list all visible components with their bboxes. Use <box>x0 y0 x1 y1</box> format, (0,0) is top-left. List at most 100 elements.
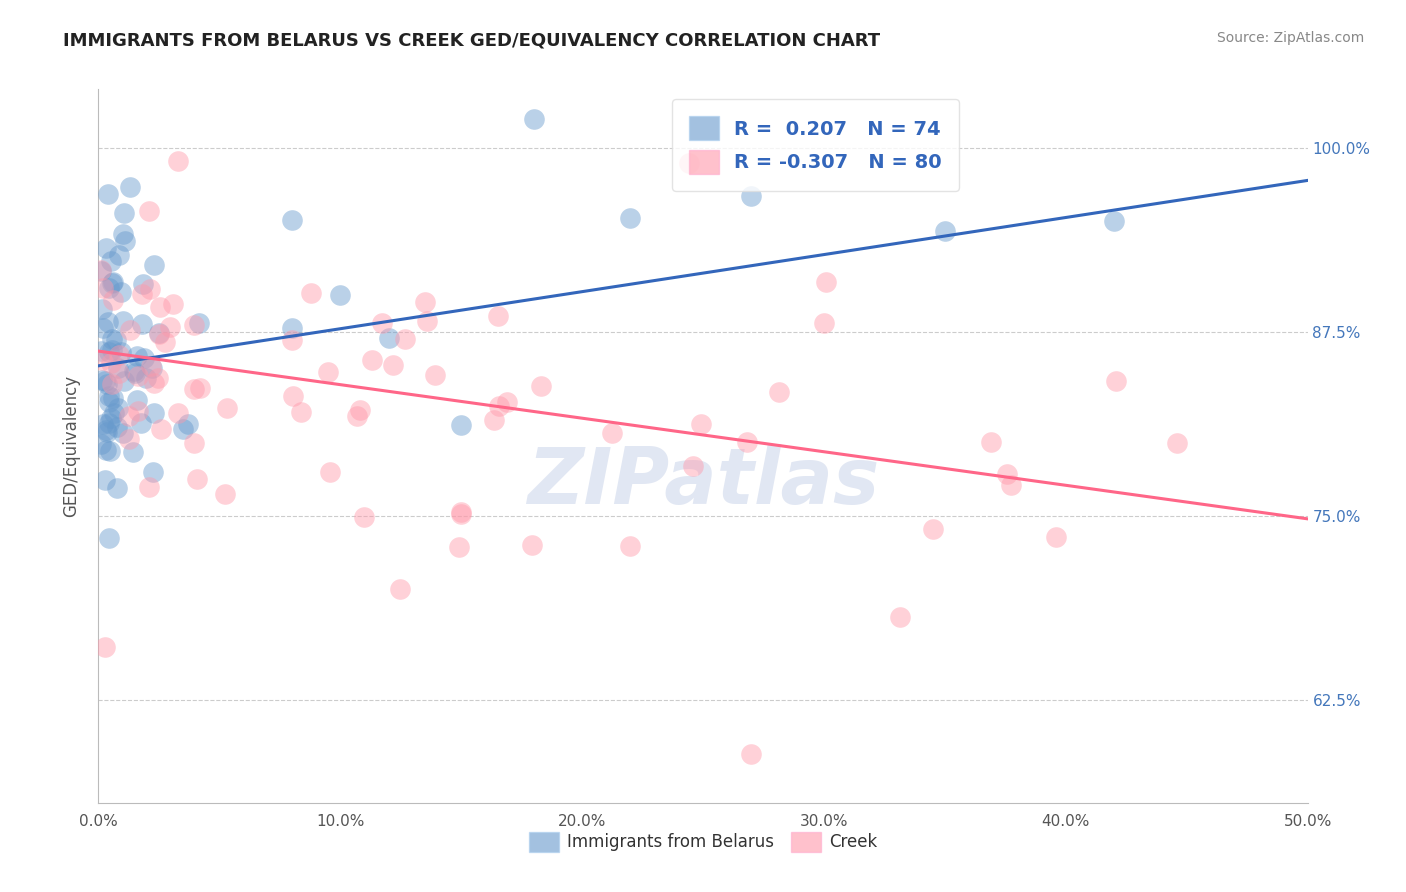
Point <box>146 370 169 384</box>
Point <box>361 352 384 367</box>
Point <box>423 368 446 382</box>
Point <box>108 366 131 380</box>
Point <box>108 348 131 362</box>
Point <box>496 394 519 409</box>
Point <box>142 376 165 391</box>
Point <box>388 582 411 597</box>
Point <box>127 392 149 407</box>
Point <box>98 531 121 545</box>
Point <box>159 320 181 334</box>
Point <box>281 333 304 347</box>
Point <box>149 300 172 314</box>
Point <box>91 280 114 294</box>
Point <box>349 403 371 417</box>
Point <box>131 287 153 301</box>
Point <box>94 241 117 255</box>
Point <box>215 401 238 416</box>
Point <box>529 379 551 393</box>
Point <box>1166 435 1188 450</box>
Point <box>98 444 121 458</box>
Point <box>450 505 472 519</box>
Point <box>139 359 162 374</box>
Point <box>281 213 304 227</box>
Point <box>101 343 124 357</box>
Point <box>183 318 205 332</box>
Point <box>120 323 142 337</box>
Point <box>299 286 322 301</box>
Point <box>450 508 472 522</box>
Point <box>281 320 304 334</box>
Point <box>93 417 115 431</box>
Point <box>1105 374 1128 388</box>
Point <box>149 422 172 436</box>
Point <box>162 297 184 311</box>
Point <box>112 227 135 241</box>
Point <box>91 373 114 387</box>
Point <box>316 365 339 379</box>
Point <box>107 247 129 261</box>
Point <box>134 351 156 366</box>
Point <box>120 180 142 194</box>
Point <box>131 317 153 331</box>
Point <box>177 417 200 431</box>
Point <box>153 335 176 350</box>
Point <box>98 344 121 359</box>
Point <box>101 276 124 290</box>
Point <box>97 186 120 201</box>
Point <box>167 405 190 419</box>
Point <box>118 409 141 424</box>
Point <box>103 406 125 420</box>
Point <box>129 416 152 430</box>
Point <box>100 411 122 425</box>
Point <box>488 310 510 324</box>
Point <box>1102 214 1125 228</box>
Point <box>377 330 399 344</box>
Point <box>107 361 129 376</box>
Point <box>98 388 121 402</box>
Point <box>290 405 312 419</box>
Point <box>522 538 544 552</box>
Point <box>97 394 120 409</box>
Point <box>482 413 505 427</box>
Text: IMMIGRANTS FROM BELARUS VS CREEK GED/EQUIVALENCY CORRELATION CHART: IMMIGRANTS FROM BELARUS VS CREEK GED/EQU… <box>63 31 880 49</box>
Point <box>329 287 352 301</box>
Point <box>135 370 157 384</box>
Point <box>450 417 472 432</box>
Legend: Immigrants from Belarus, Creek: Immigrants from Belarus, Creek <box>522 825 884 859</box>
Point <box>138 480 160 494</box>
Point <box>127 369 149 384</box>
Point <box>122 445 145 459</box>
Point <box>183 383 205 397</box>
Point <box>142 406 165 420</box>
Point <box>1045 530 1067 544</box>
Point <box>138 282 160 296</box>
Point <box>127 404 149 418</box>
Point <box>96 376 118 391</box>
Point <box>98 281 121 295</box>
Point <box>111 425 134 440</box>
Point <box>94 442 117 457</box>
Point <box>125 349 148 363</box>
Point <box>416 313 439 327</box>
Point <box>110 345 132 359</box>
Y-axis label: GED/Equivalency: GED/Equivalency <box>62 375 80 517</box>
Point <box>814 275 837 289</box>
Point <box>112 313 135 327</box>
Point <box>101 275 124 289</box>
Point <box>93 321 115 335</box>
Point <box>138 204 160 219</box>
Point <box>114 234 136 248</box>
Point <box>188 381 211 395</box>
Text: ZIPatlas: ZIPatlas <box>527 443 879 520</box>
Point <box>142 465 165 479</box>
Point <box>143 258 166 272</box>
Point <box>118 432 141 446</box>
Point <box>94 640 117 654</box>
Point <box>90 353 112 368</box>
Point <box>682 458 704 473</box>
Point <box>188 316 211 330</box>
Point <box>148 326 170 341</box>
Point <box>186 472 208 486</box>
Point <box>172 422 194 436</box>
Point <box>921 522 943 536</box>
